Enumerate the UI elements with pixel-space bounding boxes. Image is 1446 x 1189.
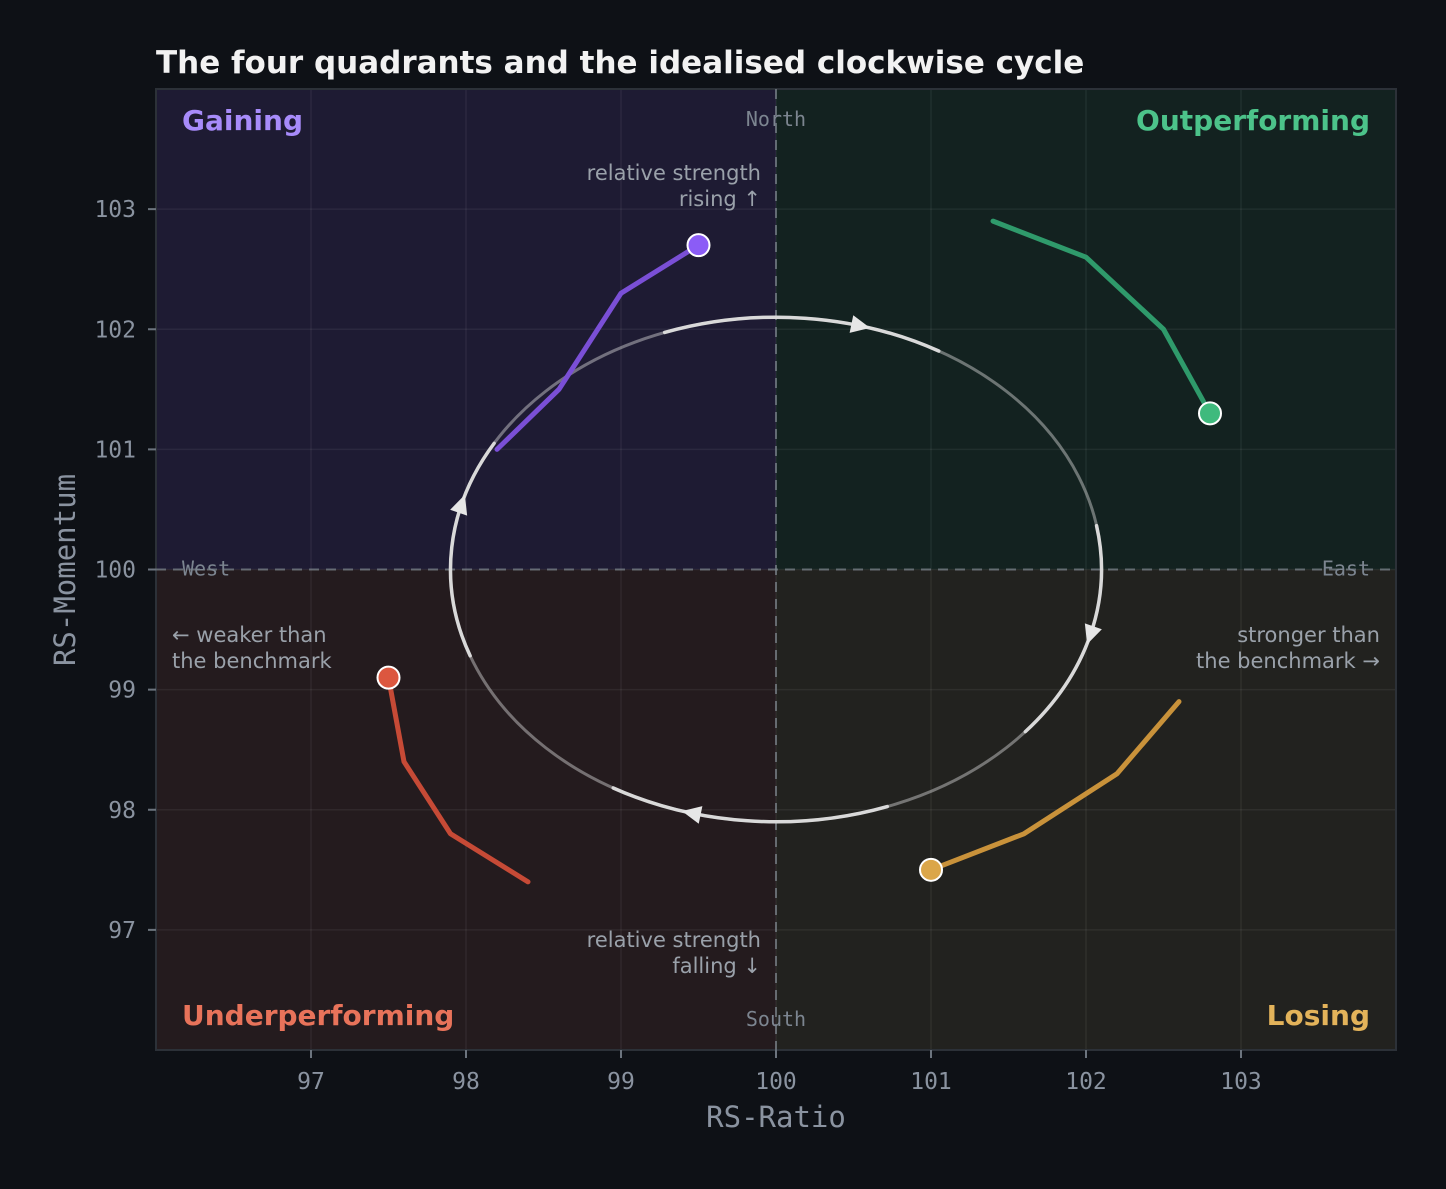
x-tick-label: 98 [452,1069,480,1095]
x-tick-label: 102 [1065,1069,1107,1095]
compass-south: South [746,1007,806,1031]
quadrant-label-underperforming: Underperforming [182,999,454,1032]
x-axis-label: RS-Ratio [706,1100,846,1134]
annotation-top-line2: rising ↑ [679,187,761,211]
x-tick-label: 101 [910,1069,952,1095]
y-tick-label: 100 [94,558,136,584]
compass-east: East [1322,557,1370,581]
cycle-segment [448,441,496,658]
y-tick-label: 102 [94,317,136,343]
cycle-arrowhead [681,806,703,824]
y-axis-label: RS-Momentum [48,474,82,666]
series-head-3 [919,857,943,882]
y-tick-label: 97 [108,918,136,944]
series-trail-1 [494,242,701,452]
series-trail-3 [928,699,1182,873]
compass-north: North [746,107,806,131]
annotation-right-line2: the benchmark → [1196,649,1380,673]
annotation-top-line1: relative strength [587,161,761,185]
cycle-segment [662,315,941,353]
chart-title: The four quadrants and the idealised clo… [156,45,1084,81]
cycle-segment [611,786,890,824]
x-tick-label: 97 [297,1069,325,1095]
annotation-right-line1: stronger than [1237,623,1380,647]
compass-west: West [182,557,230,581]
annotation-left-line1: ← weaker than [172,623,327,647]
y-tick-label: 103 [94,197,136,223]
series-head-1 [686,233,711,258]
y-tick-label: 98 [108,798,136,824]
series-head-2 [1198,401,1222,426]
quadrant-label-losing: Losing [1267,999,1370,1032]
x-tick-label: 100 [755,1069,797,1095]
quadrant-label-gaining: Gaining [182,104,303,137]
y-tick-label: 99 [108,678,136,704]
series-trail-2 [990,218,1213,416]
annotation-left-line2: the benchmark [172,649,333,673]
annotation-bottom-line2: falling ↓ [672,954,761,978]
y-tick-label: 101 [94,437,136,463]
x-tick-label: 103 [1220,1069,1262,1095]
series-head-4 [376,665,401,690]
annotation-bottom-line1: relative strength [587,928,761,952]
x-tick-label: 99 [607,1069,635,1095]
cycle-arrowhead [1084,623,1102,645]
quadrant-label-outperforming: Outperforming [1136,104,1370,137]
cycle-arrowhead [450,494,468,516]
series-trail-4 [386,675,531,885]
cycle-arrowhead [849,315,871,333]
